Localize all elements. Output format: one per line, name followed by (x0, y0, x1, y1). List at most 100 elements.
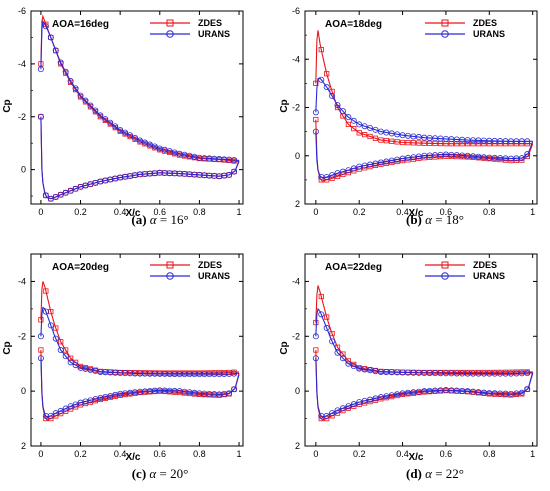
series-line-urans-upper (40, 20, 240, 161)
data-point-urans (334, 170, 341, 177)
data-point-urans (339, 108, 346, 115)
data-point-urans (42, 23, 49, 30)
data-point-urans (345, 403, 352, 410)
y-tick-label: 0 (21, 386, 26, 396)
data-point-urans (77, 92, 84, 99)
data-point-urans (339, 168, 346, 175)
data-point-urans (361, 397, 368, 404)
data-point-zdes (334, 173, 341, 179)
chart-panel-a: 0 0.2 0.4 0.6 0.8 1 -6 -4 -2 0 X/c Cp AOA=16deg Z… (2, 6, 244, 219)
legend-label-zdes: ZDES (473, 18, 497, 28)
data-point-zdes (465, 141, 471, 147)
y-tick-label: 2 (295, 441, 300, 451)
series-line-urans-lower (315, 131, 534, 179)
data-point-urans (72, 185, 79, 192)
caption-letter: (c) (131, 466, 147, 481)
data-point-urans (361, 162, 368, 169)
data-point-zdes (38, 317, 44, 323)
chart-panel-d: 0 0.2 0.4 0.6 0.8 1 -4 -2 0 2 X/c Cp AOA=22deg ZD… (279, 253, 538, 463)
data-point-urans (524, 151, 531, 158)
data-point-urans (52, 410, 59, 417)
legend-label-zdes: ZDES (473, 260, 497, 270)
caption-letter: (a) (131, 212, 147, 227)
data-point-urans (62, 68, 69, 75)
y-tick-label: -4 (292, 276, 300, 286)
aoa-label: AOA=22deg (325, 262, 382, 273)
data-point-urans (37, 333, 44, 340)
data-point-zdes (378, 137, 384, 143)
data-point-urans (102, 116, 109, 123)
data-point-zdes (329, 330, 335, 337)
data-point-urans (57, 191, 64, 198)
data-point-urans (141, 139, 148, 146)
x-tick-label: 0.6 (154, 207, 167, 217)
data-point-urans (146, 141, 153, 148)
y-tick-label: 0 (21, 165, 26, 175)
data-point-urans (57, 407, 64, 414)
legend-label-urans: URANS (198, 29, 230, 39)
data-point-zdes (410, 140, 417, 146)
data-point-urans (345, 360, 352, 367)
data-point-zdes (313, 80, 319, 86)
data-point-zdes (318, 293, 324, 300)
y-axis-label: Cp (2, 99, 13, 112)
data-point-zdes (340, 171, 346, 178)
y-axis-label: Cp (279, 99, 290, 112)
data-point-urans (62, 189, 69, 196)
data-point-urans (339, 405, 346, 412)
x-tick-label: 0 (38, 449, 43, 459)
data-point-zdes (362, 132, 368, 138)
data-point-urans (323, 325, 330, 332)
chart-panel-b: 0 0.2 0.4 0.6 0.8 1-6-4-202 X/c Cp AOA=18deg … (279, 6, 538, 219)
legend-label-zdes: ZDES (198, 260, 222, 270)
legend-label-urans: URANS (198, 271, 230, 281)
x-tick-label: 0.6 (440, 207, 453, 217)
data-point-urans (47, 412, 54, 419)
legend-marker-urans (166, 272, 174, 280)
data-point-urans (72, 362, 79, 369)
data-point-urans (42, 308, 49, 315)
data-point-urans (367, 396, 374, 403)
data-point-urans (37, 113, 44, 120)
legend-marker-zdes (166, 19, 174, 27)
y-tick-label: -2 (18, 112, 26, 122)
y-axis-label: Cp (2, 341, 13, 354)
data-point-urans (350, 401, 357, 408)
data-point-zdes (313, 116, 319, 123)
data-point-zdes (367, 133, 373, 140)
data-point-urans (97, 112, 104, 119)
data-point-urans (57, 347, 64, 354)
data-point-urans (37, 355, 44, 362)
series-line-urans-upper (315, 77, 533, 142)
data-point-zdes (324, 177, 330, 183)
data-point-zdes (38, 347, 44, 353)
series-line-urans-lower (40, 116, 240, 200)
x-axis-label: X/c (125, 208, 140, 219)
series-line-urans-upper (40, 306, 240, 375)
legend: ZDES URANS (150, 260, 230, 281)
data-point-urans (329, 338, 336, 345)
data-point-urans (136, 137, 143, 144)
x-tick-label: 0.2 (74, 449, 87, 459)
data-point-urans (372, 126, 379, 133)
y-tick-label: -2 (292, 103, 300, 113)
caption-b: (b) α = 18° (360, 212, 510, 228)
x-tick-label: 1 (530, 207, 535, 217)
x-tick-label: 0.6 (440, 449, 453, 459)
x-tick-label: 0.4 (114, 449, 127, 459)
data-point-urans (312, 355, 319, 362)
data-point-urans (67, 78, 74, 85)
caption-symbol: α (149, 466, 157, 481)
data-point-urans (524, 386, 531, 393)
caption-symbol: α (425, 466, 432, 481)
data-point-urans (361, 123, 368, 130)
data-point-urans (92, 107, 99, 114)
caption-symbol: α (425, 212, 432, 227)
series-line-urans-upper (315, 307, 533, 375)
data-point-zdes (356, 130, 362, 136)
data-point-urans (87, 102, 94, 109)
data-point-zdes (427, 140, 433, 146)
data-point-zdes (470, 141, 476, 147)
data-point-urans (339, 355, 346, 362)
